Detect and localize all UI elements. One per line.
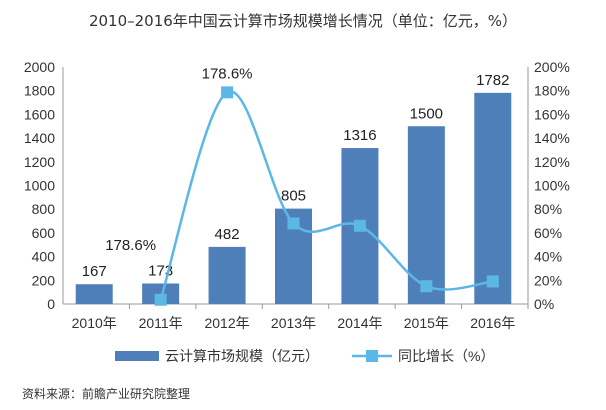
chart-title: 2010–2016年中国云计算市场规模增长情况（单位：亿元，%） (88, 12, 518, 30)
left-tick-label: 2000 (24, 59, 55, 75)
growth-data-label: 178.6% (202, 65, 253, 82)
legend-line-marker (366, 350, 378, 362)
growth-marker (353, 219, 366, 232)
left-tick-label: 0 (47, 296, 55, 312)
growth-annotation: 178.6% (105, 237, 156, 254)
left-tick-label: 1000 (24, 178, 55, 194)
right-tick-label: 180% (534, 83, 570, 99)
x-tick-label: 2011年 (139, 315, 183, 331)
left-tick-label: 800 (32, 201, 56, 217)
bar-data-label: 482 (215, 226, 240, 243)
left-tick-label: 1600 (24, 106, 55, 122)
right-tick-label: 200% (534, 59, 570, 75)
x-tick-label: 2016年 (470, 315, 515, 331)
bar (474, 92, 512, 304)
left-tick-label: 200 (32, 272, 56, 288)
right-tick-label: 100% (534, 178, 570, 194)
x-tick-label: 2012年 (204, 315, 249, 331)
left-tick-label: 400 (32, 249, 56, 265)
x-tick-label: 2013年 (271, 315, 316, 331)
growth-marker (154, 293, 167, 306)
x-tick-label: 2015年 (404, 315, 449, 331)
combo-chart: 0 200 400 600 800 1000 1200 1400 1600 1800 2000 0% 2… (24, 59, 570, 364)
growth-marker (486, 275, 499, 288)
x-tick-label: 2014年 (337, 315, 382, 331)
bar-data-label: 167 (82, 263, 107, 280)
left-tick-label: 600 (32, 225, 56, 241)
left-tick-label: 1800 (24, 83, 55, 99)
bar-data-label: 805 (281, 188, 306, 205)
right-tick-label: 40% (534, 249, 562, 265)
left-tick-label: 1200 (24, 154, 55, 170)
legend-bar-label: 云计算市场规模（亿元） (165, 348, 319, 364)
left-tick-label: 1400 (24, 130, 55, 146)
bar-data-label: 1316 (343, 127, 376, 144)
source-note: 资料来源：前瞻产业研究院整理 (22, 387, 191, 401)
bar (208, 246, 246, 304)
right-tick-label: 20% (534, 272, 562, 288)
bar-data-label: 1782 (476, 72, 509, 89)
growth-marker (287, 217, 300, 230)
legend-bar-swatch (115, 351, 159, 361)
x-tick-label: 2010年 (72, 315, 117, 331)
bar (407, 126, 445, 304)
right-tick-label: 0% (534, 296, 554, 312)
bar (75, 284, 113, 304)
right-tick-label: 160% (534, 106, 570, 122)
right-tick-label: 60% (534, 225, 562, 241)
growth-marker (420, 280, 433, 293)
legend-line-label: 同比增长（%） (398, 348, 494, 364)
right-tick-label: 120% (534, 154, 570, 170)
bar-data-label: 1500 (410, 105, 443, 122)
right-tick-label: 80% (534, 201, 562, 217)
right-tick-label: 140% (534, 130, 570, 146)
growth-marker (221, 86, 234, 99)
